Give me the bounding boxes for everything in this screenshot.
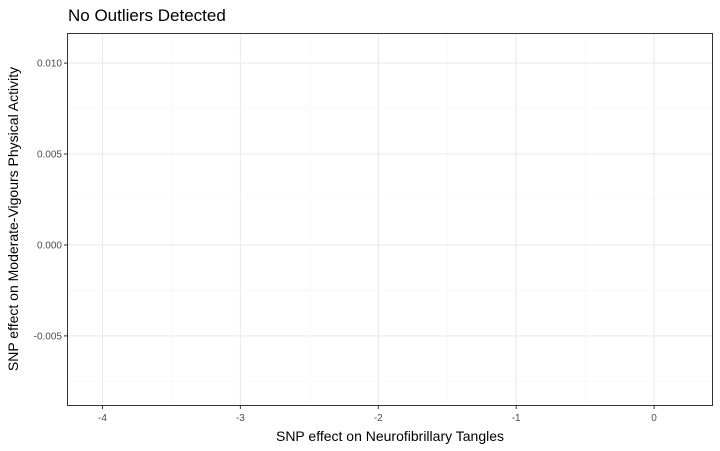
y-tick-label: 0.000 <box>37 240 62 251</box>
x-axis-title: SNP effect on Neurofibrillary Tangles <box>276 428 504 444</box>
plot-panel-border <box>67 33 713 406</box>
y-tick-label: -0.005 <box>34 331 63 342</box>
x-axis: -4 -3 -2 -1 0 <box>98 405 657 424</box>
x-tick-label: -1 <box>512 413 521 424</box>
y-tick-label: 0.005 <box>37 150 62 161</box>
x-tick-label: 0 <box>651 413 657 424</box>
minor-gridlines <box>68 34 712 405</box>
y-tick-label: 0.010 <box>37 59 62 70</box>
major-gridlines <box>68 34 712 405</box>
x-tick-label: -4 <box>98 413 107 424</box>
x-tick-label: -2 <box>374 413 383 424</box>
chart-title: No Outliers Detected <box>68 6 226 25</box>
x-tick-label: -3 <box>236 413 245 424</box>
y-axis: -0.005 0.000 0.005 0.010 <box>34 59 68 342</box>
y-axis-title: SNP effect on Moderate-Vigours Physical … <box>5 67 21 371</box>
